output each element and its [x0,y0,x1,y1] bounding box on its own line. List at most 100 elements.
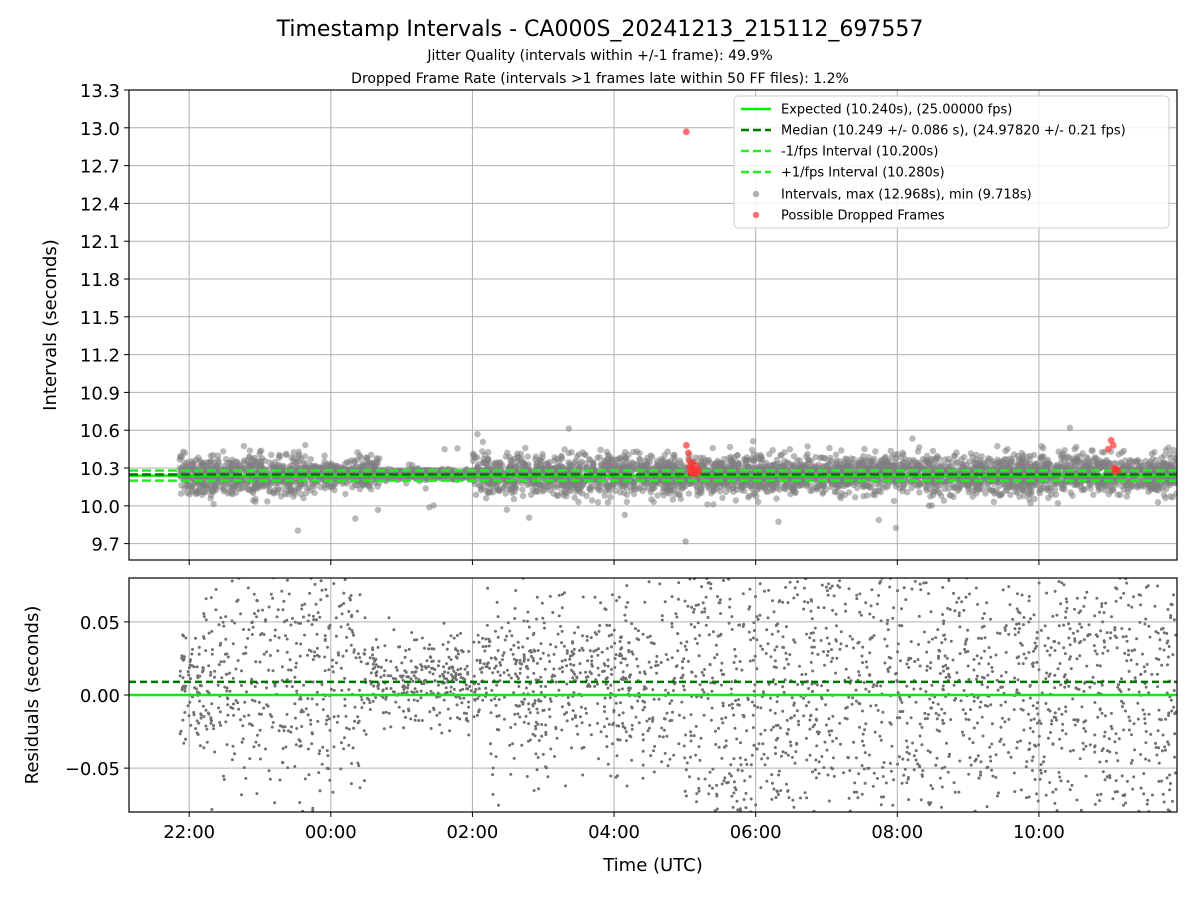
interval-point [288,462,295,469]
interval-point [669,452,677,459]
interval-point [908,484,915,492]
interval-point [1162,446,1170,454]
interval-point [1161,452,1168,459]
interval-point [685,490,693,497]
interval-point [991,490,998,497]
interval-point [644,454,651,462]
dropped-frame-point [682,128,690,136]
interval-point [344,467,351,474]
interval-point [700,481,707,489]
interval-point [947,492,955,499]
interval-point [770,461,777,468]
interval-point [821,482,828,490]
interval-point [923,487,930,494]
interval-point [750,491,757,498]
interval-point [925,463,932,470]
interval-point [575,486,582,493]
interval-point [534,488,541,495]
interval-point [195,486,203,493]
interval-point [489,483,497,490]
interval-point [1115,451,1122,458]
interval-point [1126,458,1133,465]
interval-point [296,480,303,488]
interval-point [212,482,219,489]
interval-point [872,448,879,455]
interval-point [757,459,765,466]
interval-point [704,501,711,508]
interval-point [374,461,381,468]
interval-point [1020,492,1028,499]
interval-point [1162,494,1169,502]
interval-point [321,452,328,459]
interval-point [1073,455,1081,463]
interval-point [320,464,327,471]
interval-point [511,485,519,492]
chart-subtitle-dropped: Dropped Frame Rate (intervals >1 frames … [351,71,849,87]
interval-point [645,485,652,492]
interval-point [228,459,235,467]
interval-point [474,430,481,438]
interval-point [368,486,375,493]
interval-point [877,457,884,464]
interval-point [274,489,281,496]
interval-point [946,463,954,470]
interval-point [630,490,638,498]
interval-point [1125,463,1132,470]
interval-point [1152,462,1159,469]
interval-point [764,488,772,495]
interval-point [710,501,717,508]
interval-point [899,449,906,456]
interval-point [1006,483,1013,490]
interval-point [735,460,742,468]
interval-point [694,488,701,495]
interval-point [713,485,720,492]
interval-point [1137,477,1144,484]
interval-point [749,438,757,445]
interval-point [202,459,210,466]
interval-point [945,455,952,463]
interval-point [1120,447,1128,455]
interval-point [1070,463,1078,471]
interval-point [968,476,976,483]
interval-point [352,515,359,522]
interval-point [838,447,845,454]
interval-point [448,466,456,474]
interval-point [904,488,911,496]
interval-point [905,461,912,468]
interval-point [1124,488,1132,495]
interval-point [528,491,535,498]
interval-point [916,489,923,496]
interval-point [422,485,429,492]
interval-point [290,493,297,500]
interval-point [898,461,905,468]
interval-point [514,458,521,465]
interval-point [374,506,382,514]
interval-point [209,451,217,459]
interval-point [888,453,895,461]
interval-point [258,447,265,454]
interval-point [1054,500,1062,507]
interval-point [622,459,630,466]
interval-point [254,485,261,492]
interval-point [705,485,712,492]
interval-point [709,444,716,452]
interval-point [1111,459,1118,467]
interval-point [1004,445,1011,453]
interval-point [481,451,488,459]
interval-point [303,489,310,497]
interval-point [301,453,309,460]
interval-point [601,492,608,499]
interval-point [246,486,253,493]
interval-point [343,458,350,466]
chart-title: Timestamp Intervals - CA000S_20241213_21… [276,17,924,42]
dropped-frame-point [692,462,700,469]
interval-point [1163,485,1170,492]
interval-point [553,455,561,463]
interval-point [1031,463,1039,470]
interval-point [560,492,567,499]
interval-point [753,452,761,459]
interval-point [596,454,603,461]
interval-point [825,460,832,467]
interval-point [214,456,221,463]
interval-point [1037,486,1045,493]
